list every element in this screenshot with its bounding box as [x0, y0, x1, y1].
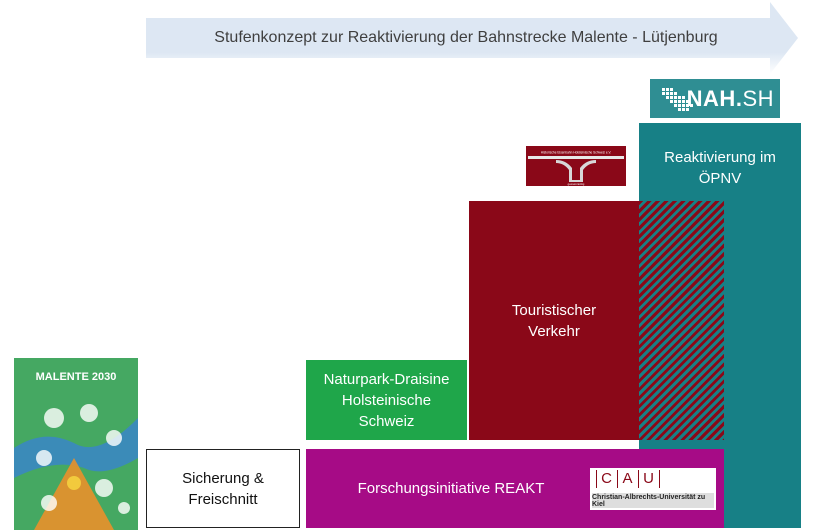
eisenbahn-logo-top-text: Historische Eisenbahn Holsteinische Schw… — [541, 151, 612, 155]
malente-poster-image: MALENTE 2030 — [14, 358, 138, 530]
cau-letter-u: U — [643, 470, 654, 487]
cau-subtitle: Christian-Albrechts-Universität zu Kiel — [592, 493, 714, 508]
poster-title: MALENTE 2030 — [36, 371, 117, 383]
stage-draisine-box: Naturpark-Draisine Holsteinische Schweiz — [306, 360, 467, 440]
eisenbahn-verein-logo: Historische Eisenbahn Holsteinische Schw… — [526, 146, 626, 186]
overlap-hatch — [639, 201, 724, 440]
stage-sicherung-box: Sicherung & Freischnitt — [146, 449, 300, 528]
stage-forschung-label: Forschungsinitiative REAKT — [357, 480, 545, 497]
diagram-title: Stufenkonzept zur Reaktivierung der Bahn… — [214, 28, 718, 46]
timeline-arrow — [146, 2, 798, 74]
overlap-hatch-lower — [639, 440, 724, 449]
nahsh-map-icon — [662, 88, 693, 111]
cau-letter-c: C — [601, 470, 612, 487]
eisenbahn-logo-bottom-text: gemeinnützig — [568, 182, 585, 186]
cau-logo: C A U Christian-Albrechts-Universität zu… — [590, 468, 716, 510]
cau-letter-a: A — [622, 470, 633, 487]
nahsh-logo-text: NAH.SH — [686, 85, 774, 111]
stage-draisine-label: Naturpark-Draisine Holsteinische Schweiz — [323, 370, 450, 430]
stage-sicherung-label: Sicherung & Freischnitt — [182, 469, 264, 508]
stage-oepnv-label: Reaktivierung im ÖPNV — [664, 149, 776, 187]
stage-touristisch-label: Touristischer Verkehr — [511, 301, 597, 340]
